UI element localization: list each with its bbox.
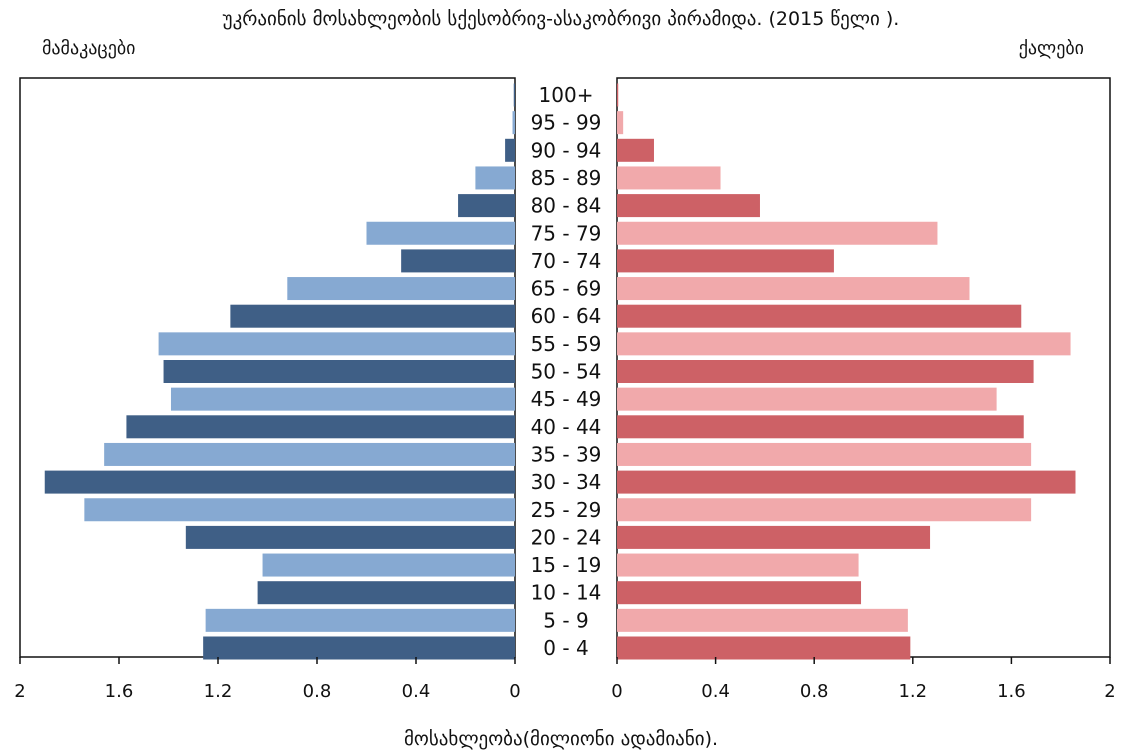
left-x-tick-label: 0.8 xyxy=(303,681,332,702)
right-x-tick-label: 1.2 xyxy=(898,681,927,702)
right-x-tick-label: 0.8 xyxy=(800,681,829,702)
chart-title: უკრაინის მოსახლეობის სქესობრივ-ასაკობრივ… xyxy=(222,8,900,30)
age-group-label: 15 - 19 xyxy=(531,553,602,577)
male-bar xyxy=(257,581,515,605)
male-bar xyxy=(366,221,515,245)
age-group-label: 0 - 4 xyxy=(543,636,588,660)
left-x-tick-label: 2 xyxy=(14,681,25,702)
age-group-label: 80 - 84 xyxy=(531,194,602,218)
male-bar xyxy=(262,553,515,577)
female-bar xyxy=(617,553,859,577)
female-bar xyxy=(617,249,834,273)
female-bar xyxy=(617,581,862,605)
age-group-label: 60 - 64 xyxy=(531,304,602,328)
female-bar xyxy=(617,332,1071,356)
male-bar xyxy=(203,636,515,660)
female-bar xyxy=(617,138,654,162)
female-bar xyxy=(617,277,970,301)
female-bar xyxy=(617,304,1022,328)
female-bar xyxy=(617,636,911,660)
male-bar xyxy=(458,194,515,218)
age-group-label: 40 - 44 xyxy=(531,415,602,439)
female-bar xyxy=(617,83,619,107)
female-bar xyxy=(617,498,1032,522)
female-bar xyxy=(617,415,1024,439)
age-group-label: 55 - 59 xyxy=(531,332,602,356)
male-bar xyxy=(158,332,515,356)
age-group-label: 95 - 99 xyxy=(531,111,602,135)
male-bar xyxy=(513,83,515,107)
age-group-label: 100+ xyxy=(539,83,594,107)
right-series-label: ქალები xyxy=(1018,38,1084,59)
male-bar xyxy=(185,525,515,549)
age-group-label: 90 - 94 xyxy=(531,138,602,162)
male-bar xyxy=(84,498,515,522)
left-x-tick-label: 0.4 xyxy=(402,681,431,702)
male-bar xyxy=(512,111,515,135)
male-bar xyxy=(126,415,516,439)
age-group-label: 30 - 34 xyxy=(531,470,602,494)
female-bar xyxy=(617,111,624,135)
male-bar xyxy=(104,442,516,466)
right-x-tick-label: 1.6 xyxy=(997,681,1026,702)
male-bar xyxy=(287,277,515,301)
age-group-label: 25 - 29 xyxy=(531,498,602,522)
right-x-tick-label: 2 xyxy=(1104,681,1115,702)
female-bar xyxy=(617,442,1032,466)
age-group-label: 20 - 24 xyxy=(531,525,602,549)
male-bar xyxy=(401,249,515,273)
female-bar xyxy=(617,470,1076,494)
left-series-label: მამაკაცები xyxy=(42,38,136,59)
left-x-tick-label: 0 xyxy=(509,681,520,702)
male-bar xyxy=(205,608,515,632)
left-x-tick-label: 1.6 xyxy=(105,681,134,702)
male-bar xyxy=(44,470,515,494)
age-group-label: 85 - 89 xyxy=(531,166,602,190)
age-group-label: 45 - 49 xyxy=(531,387,602,411)
male-bar xyxy=(475,166,515,190)
right-x-tick-label: 0 xyxy=(611,681,622,702)
male-bar xyxy=(170,387,515,411)
age-group-label: 5 - 9 xyxy=(543,608,588,632)
female-bar xyxy=(617,166,721,190)
female-bar xyxy=(617,194,760,218)
female-bar xyxy=(617,360,1034,383)
age-group-label: 70 - 74 xyxy=(531,249,602,273)
age-group-label: 10 - 14 xyxy=(531,581,602,605)
female-bar xyxy=(617,221,938,245)
x-axis-label: მოსახლეობა(მილიონი ადამიანი). xyxy=(403,728,719,750)
female-bar xyxy=(617,608,908,632)
left-x-tick-label: 1.2 xyxy=(204,681,233,702)
age-group-label: 75 - 79 xyxy=(531,221,602,245)
age-group-label: 65 - 69 xyxy=(531,277,602,301)
male-bar xyxy=(505,138,515,162)
female-bar xyxy=(617,525,931,549)
right-x-tick-label: 0.4 xyxy=(701,681,730,702)
age-group-label: 50 - 54 xyxy=(531,360,602,384)
male-bar xyxy=(163,360,516,383)
male-bar xyxy=(230,304,515,328)
female-bar xyxy=(617,387,997,411)
age-group-label: 35 - 39 xyxy=(531,442,602,466)
